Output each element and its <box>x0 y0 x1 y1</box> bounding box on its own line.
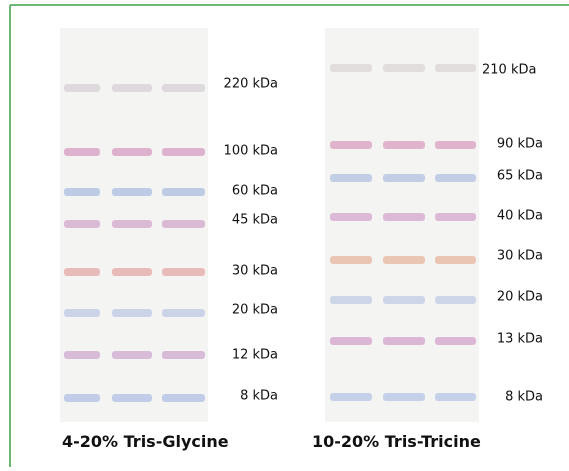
band <box>330 141 372 149</box>
marker-label: 90 kDa <box>497 137 543 152</box>
band <box>112 148 152 156</box>
gel-caption: 4-20% Tris-Glycine <box>62 432 229 451</box>
band <box>64 220 100 228</box>
band <box>112 84 152 92</box>
band <box>112 220 152 228</box>
marker-label: 40 kDa <box>497 209 543 224</box>
band <box>330 256 372 264</box>
marker-label: 20 kDa <box>497 290 543 305</box>
marker-label: 20 kDa <box>232 303 278 318</box>
band <box>383 256 425 264</box>
marker-label: 30 kDa <box>497 249 543 264</box>
gel-caption: 10-20% Tris-Tricine <box>312 432 481 451</box>
marker-label: 8 kDa <box>505 390 543 405</box>
band <box>435 64 476 72</box>
band <box>64 188 100 196</box>
band <box>162 268 205 276</box>
band <box>162 84 205 92</box>
band <box>64 351 100 359</box>
band <box>64 148 100 156</box>
band <box>64 394 100 402</box>
band <box>383 174 425 182</box>
marker-label: 13 kDa <box>497 332 543 347</box>
band <box>383 337 425 345</box>
band <box>435 393 476 401</box>
band <box>64 309 100 317</box>
band <box>435 213 476 221</box>
band <box>162 394 205 402</box>
band <box>435 256 476 264</box>
band <box>162 188 205 196</box>
band <box>112 351 152 359</box>
marker-label: 65 kDa <box>497 169 543 184</box>
band <box>112 309 152 317</box>
marker-label: 8 kDa <box>240 389 278 404</box>
figure: 220 kDa 100 kDa 60 kDa 45 kDa 30 kDa 20 kDa 12… <box>0 0 569 467</box>
marker-label: 210 kDa <box>482 63 536 78</box>
band <box>162 351 205 359</box>
band <box>383 213 425 221</box>
band <box>435 141 476 149</box>
marker-label: 60 kDa <box>232 184 278 199</box>
band <box>330 337 372 345</box>
band <box>330 174 372 182</box>
band <box>330 64 372 72</box>
band <box>435 296 476 304</box>
band <box>162 309 205 317</box>
band <box>330 296 372 304</box>
band <box>112 394 152 402</box>
band <box>64 268 100 276</box>
band <box>64 84 100 92</box>
band <box>162 220 205 228</box>
band <box>435 174 476 182</box>
band <box>383 393 425 401</box>
gel <box>325 28 479 422</box>
band <box>112 268 152 276</box>
band <box>162 148 205 156</box>
marker-label: 220 kDa <box>224 77 278 92</box>
band <box>112 188 152 196</box>
marker-label: 12 kDa <box>232 348 278 363</box>
marker-label: 100 kDa <box>224 144 278 159</box>
band <box>435 337 476 345</box>
band <box>330 393 372 401</box>
band <box>383 64 425 72</box>
marker-label: 30 kDa <box>232 264 278 279</box>
marker-label: 45 kDa <box>232 213 278 228</box>
band <box>383 296 425 304</box>
band <box>383 141 425 149</box>
band <box>330 213 372 221</box>
